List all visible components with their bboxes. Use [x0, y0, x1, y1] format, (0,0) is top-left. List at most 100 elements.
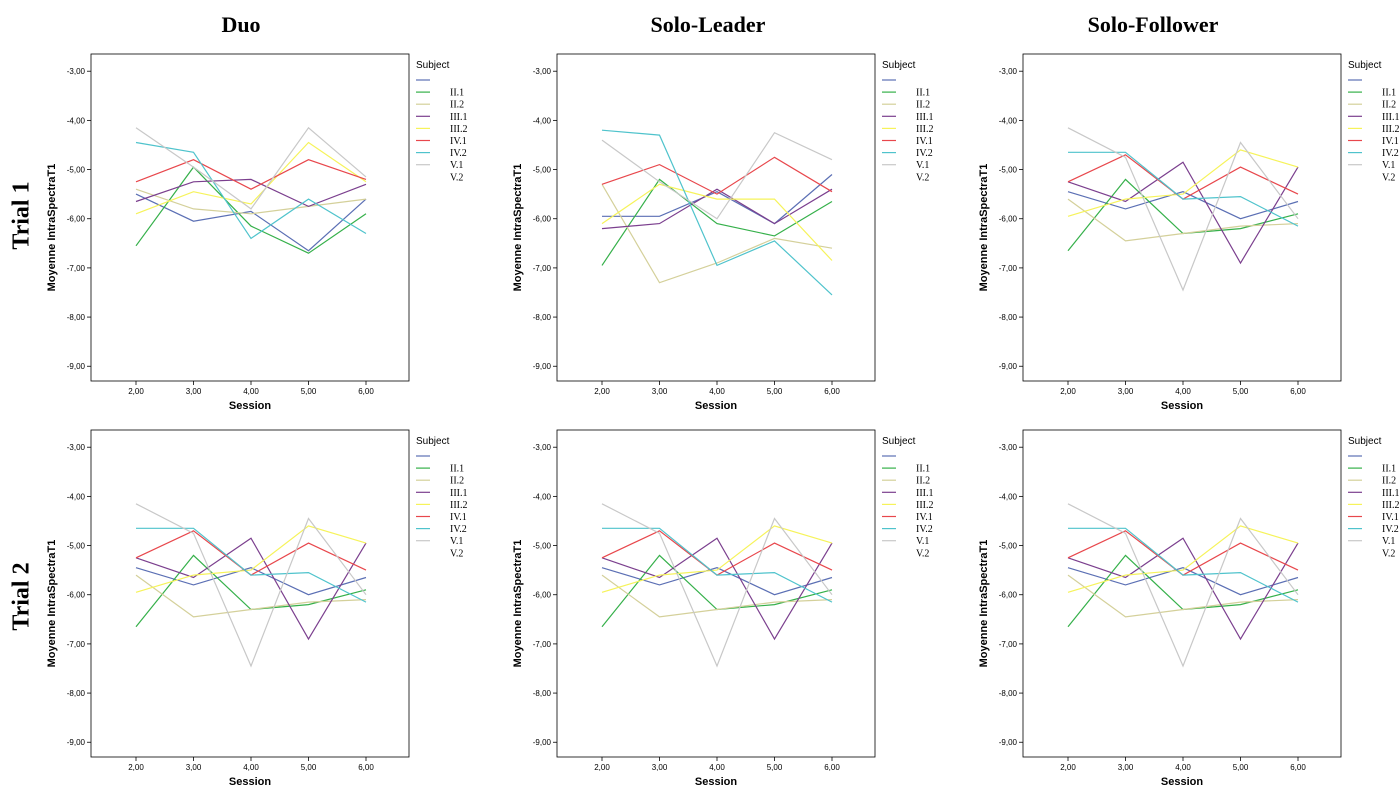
legend-entry-ii-1: II.1: [916, 88, 930, 99]
series-line-iii-1: [1067, 161, 1299, 265]
y-tick-label: -3,00: [999, 67, 1018, 76]
x-axis-label: Session: [229, 776, 271, 788]
y-tick-label: -5,00: [533, 542, 552, 551]
series-line-series-1: [602, 174, 833, 225]
legend-entry-ii-1: II.1: [1382, 88, 1396, 99]
legend-entry-ii-2: II.2: [450, 476, 464, 487]
series-line-v-1: [135, 126, 367, 210]
legend-entry-iv-1: IV.1: [450, 512, 467, 523]
legend-entry-ii-2: II.2: [450, 100, 464, 111]
legend-entry-v-1: V.1: [916, 160, 929, 171]
x-tick-label: 3,00: [652, 387, 668, 396]
y-tick-label: -7,00: [533, 264, 552, 273]
x-tick-label: 5,00: [1233, 387, 1249, 396]
y-tick-label: -9,00: [999, 362, 1018, 371]
y-axis-label: Moyenne IntraSpectraT1: [512, 164, 524, 292]
x-tick-label: 3,00: [1118, 763, 1134, 772]
legend-entry-ii-2: II.2: [1382, 476, 1396, 487]
series-line-iv-1: [135, 159, 367, 190]
legend-entry-ii-2: II.2: [1382, 100, 1396, 111]
y-tick-label: -8,00: [67, 313, 86, 322]
y-axis-label: Moyenne IntraSpectraT1: [46, 164, 58, 292]
x-tick-label: 3,00: [652, 763, 668, 772]
plot-frame: [556, 429, 876, 758]
y-tick-label: -4,00: [999, 492, 1018, 501]
legend-entry-iv-1: IV.1: [916, 512, 933, 523]
x-tick-label: 4,00: [709, 763, 725, 772]
y-tick-label: -4,00: [67, 492, 86, 501]
x-tick-label: 6,00: [358, 763, 374, 772]
series-line-iv-2: [136, 527, 367, 603]
series-line-v-1: [601, 131, 833, 220]
legend-entry-iii-1: III.1: [450, 112, 468, 123]
y-tick-label: -7,00: [999, 640, 1018, 649]
series-line-iv-2: [1068, 527, 1299, 603]
series-line-iii-2: [135, 525, 367, 593]
legend-entry-iv-2: IV.2: [916, 524, 933, 535]
series-line-iii-2: [601, 183, 833, 261]
y-axis-label: Moyenne IntraSpectraT1: [978, 540, 990, 668]
series-line-iii-1: [1067, 537, 1299, 641]
y-tick-label: -9,00: [67, 362, 86, 371]
legend-entry-iv-1: IV.1: [1382, 512, 1399, 523]
legend-title: Subject: [416, 436, 450, 447]
legend-entry-ii-2: II.2: [916, 476, 930, 487]
series-line-ii-2: [135, 188, 367, 215]
chart-solo-leader-trial-1: -3,00 -4,00 -5,00 -6,00 -7,00 -8,00 -9,00 2,00 3…: [512, 53, 934, 412]
series-line-iii-2: [1067, 149, 1299, 217]
legend-entry-v-2: V.2: [450, 172, 463, 183]
legend-entry-v-2: V.2: [916, 548, 929, 559]
y-tick-label: -6,00: [999, 591, 1018, 600]
y-tick-label: -8,00: [999, 313, 1018, 322]
y-tick-label: -9,00: [999, 738, 1018, 747]
x-tick-label: 5,00: [767, 387, 783, 396]
y-tick-label: -4,00: [533, 492, 552, 501]
x-tick-label: 5,00: [767, 763, 783, 772]
plot-frame: [90, 53, 410, 382]
y-tick-label: -9,00: [67, 738, 86, 747]
legend-entry-iv-1: IV.1: [916, 136, 933, 147]
y-tick-label: -5,00: [67, 542, 86, 551]
y-tick-label: -8,00: [999, 689, 1018, 698]
legend-entry-v-1: V.1: [1382, 160, 1395, 171]
plot-frame: [90, 429, 410, 758]
y-tick-label: -9,00: [533, 738, 552, 747]
x-tick-label: 3,00: [1118, 387, 1134, 396]
legend-entry-iii-1: III.1: [916, 112, 934, 123]
legend-entry-iv-2: IV.2: [916, 148, 933, 159]
x-tick-label: 3,00: [186, 763, 202, 772]
y-tick-label: -4,00: [999, 116, 1018, 125]
column-title-solo-leader: Solo-Leader: [650, 12, 766, 37]
y-tick-label: -6,00: [67, 591, 86, 600]
legend-entry-v-1: V.1: [450, 536, 463, 547]
x-tick-label: 3,00: [186, 387, 202, 396]
legend-title: Subject: [416, 60, 450, 71]
series-line-v-1: [1067, 127, 1299, 292]
series-line-iii-1: [601, 537, 833, 641]
x-axis-label: Session: [1161, 776, 1203, 788]
y-tick-label: -5,00: [999, 542, 1018, 551]
x-tick-label: 2,00: [128, 763, 144, 772]
x-tick-label: 5,00: [1233, 763, 1249, 772]
y-tick-label: -3,00: [533, 443, 552, 452]
y-tick-label: -6,00: [533, 591, 552, 600]
x-axis-label: Session: [695, 776, 737, 788]
series-line-iii-2: [1067, 525, 1299, 593]
legend-entry-iii-2: III.2: [916, 500, 934, 511]
x-tick-label: 5,00: [301, 763, 317, 772]
series-line-v-1: [1067, 503, 1299, 668]
legend-entry-ii-2: II.2: [916, 100, 930, 111]
legend-entry-iii-2: III.2: [450, 500, 468, 511]
y-tick-label: -4,00: [67, 116, 86, 125]
legend-entry-v-2: V.2: [450, 548, 463, 559]
y-tick-label: -5,00: [999, 166, 1018, 175]
y-tick-label: -7,00: [533, 640, 552, 649]
y-tick-label: -5,00: [67, 166, 86, 175]
legend-entry-iii-2: III.2: [1382, 500, 1399, 511]
legend-entry-iv-1: IV.1: [1382, 136, 1399, 147]
y-tick-label: -8,00: [67, 689, 86, 698]
legend-title: Subject: [1348, 60, 1382, 71]
x-tick-label: 2,00: [128, 387, 144, 396]
y-tick-label: -7,00: [999, 264, 1018, 273]
x-tick-label: 6,00: [1290, 387, 1306, 396]
